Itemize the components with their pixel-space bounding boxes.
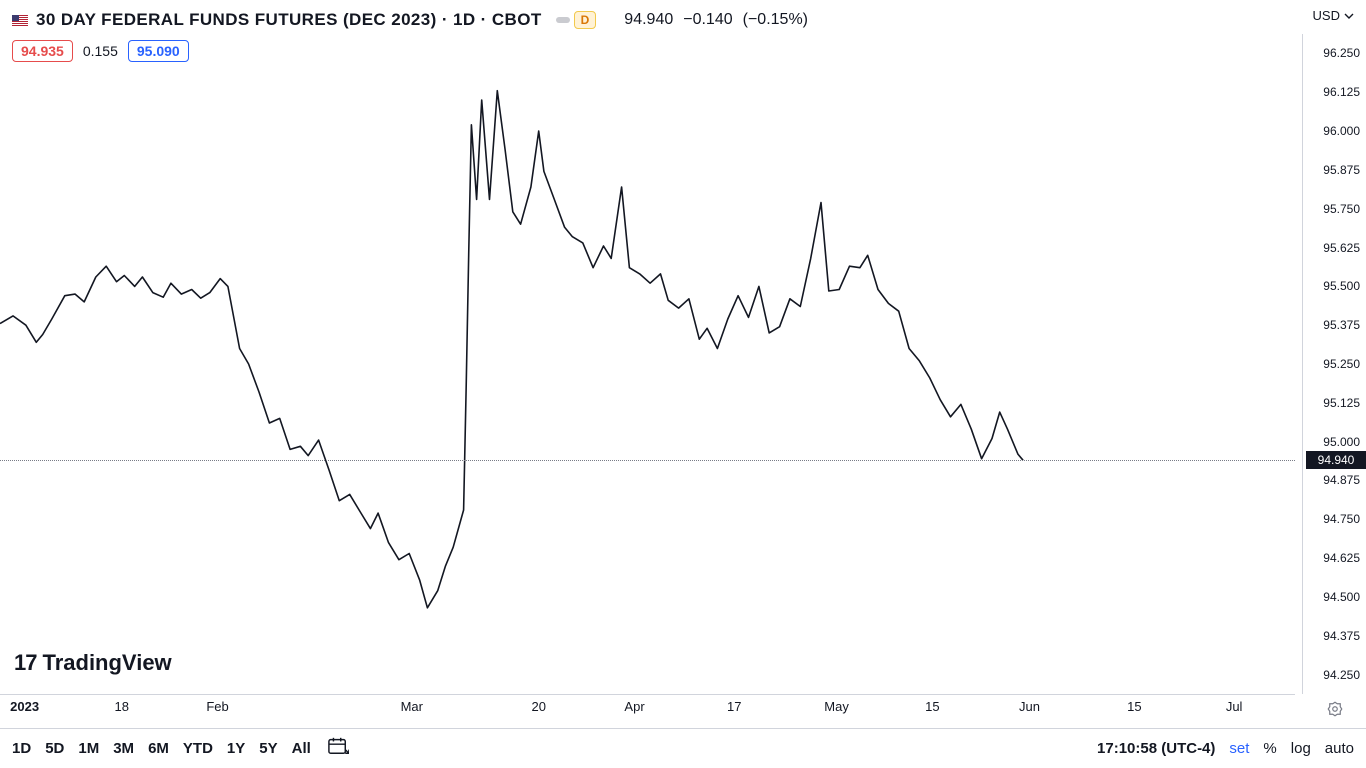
x-axis-tick: 15 — [925, 699, 939, 714]
range-selector: 1D 5D 1M 3M 6M YTD 1Y 5Y All — [12, 740, 311, 757]
log-scale-toggle[interactable]: log — [1291, 740, 1311, 757]
chart-header: 30 DAY FEDERAL FUNDS FUTURES (DEC 2023) … — [12, 10, 1306, 30]
chart-plot-area[interactable] — [0, 34, 1295, 694]
y-axis-tick: 95.750 — [1323, 202, 1360, 216]
interval-badge: D — [556, 11, 597, 29]
x-axis-tick: 18 — [114, 699, 128, 714]
range-button-all[interactable]: All — [292, 740, 311, 757]
y-axis-tick: 96.000 — [1323, 124, 1360, 138]
y-axis-tick: 95.500 — [1323, 279, 1360, 293]
y-axis-tick: 94.875 — [1323, 473, 1360, 487]
clock-display: 17:10:58 (UTC-4) — [1097, 740, 1215, 757]
current-price-line — [0, 460, 1295, 461]
x-axis-tick: Jun — [1019, 699, 1040, 714]
current-price-tag: 94.940 — [1306, 451, 1366, 469]
y-axis-tick: 94.500 — [1323, 590, 1360, 604]
range-button-6m[interactable]: 6M — [148, 740, 169, 757]
x-axis-tick: 20 — [531, 699, 545, 714]
tv-logo-icon: 17 — [14, 650, 36, 676]
y-axis-tick: 95.125 — [1323, 396, 1360, 410]
x-axis-tick: Feb — [206, 699, 228, 714]
tradingview-watermark: 17 TradingView — [14, 650, 172, 676]
bottom-right-controls: 17:10:58 (UTC-4) set % log auto — [1097, 740, 1354, 757]
range-button-1y[interactable]: 1Y — [227, 740, 245, 757]
symbol-title[interactable]: 30 DAY FEDERAL FUNDS FUTURES (DEC 2023) … — [36, 10, 542, 30]
y-axis-tick: 95.875 — [1323, 163, 1360, 177]
x-axis-tick: 15 — [1127, 699, 1141, 714]
range-button-5d[interactable]: 5D — [45, 740, 64, 757]
range-button-1m[interactable]: 1M — [78, 740, 99, 757]
y-axis-tick: 94.250 — [1323, 668, 1360, 682]
range-button-1d[interactable]: 1D — [12, 740, 31, 757]
watermark-text: TradingView — [42, 650, 171, 676]
y-axis-tick: 95.000 — [1323, 435, 1360, 449]
time-axis[interactable]: 2023 18 Feb Mar 20 Apr 17 May 15 Jun 15 Jul — [0, 694, 1295, 718]
x-axis-tick: 17 — [727, 699, 741, 714]
chart-settings-icon[interactable] — [1326, 700, 1344, 723]
x-axis-tick: Jul — [1226, 699, 1243, 714]
range-button-3m[interactable]: 3M — [113, 740, 134, 757]
y-axis-tick: 95.250 — [1323, 357, 1360, 371]
percent-toggle[interactable]: % — [1263, 740, 1276, 757]
quote-block: 94.940 −0.140 (−0.15%) — [624, 11, 808, 29]
y-axis-tick: 94.375 — [1323, 629, 1360, 643]
price-axis[interactable]: 96.250 96.125 96.000 95.875 95.750 95.625 95.5… — [1302, 34, 1366, 694]
trading-chart-root: 30 DAY FEDERAL FUNDS FUTURES (DEC 2023) … — [0, 0, 1366, 768]
auto-scale-toggle[interactable]: auto — [1325, 740, 1354, 757]
y-axis-tick: 95.375 — [1323, 318, 1360, 332]
timezone-set-button[interactable]: set — [1229, 740, 1249, 757]
bottom-toolbar: 1D 5D 1M 3M 6M YTD 1Y 5Y All 17:10:58 (UTC-4) se… — [0, 728, 1366, 768]
last-price: 94.940 — [624, 11, 673, 29]
x-axis-tick: 2023 — [10, 699, 39, 714]
us-flag-icon — [12, 14, 28, 26]
y-axis-tick: 96.250 — [1323, 46, 1360, 60]
y-axis-tick: 95.625 — [1323, 241, 1360, 255]
y-axis-tick: 96.125 — [1323, 85, 1360, 99]
y-axis-tick: 94.750 — [1323, 512, 1360, 526]
status-pill-icon — [556, 17, 570, 23]
price-change-pct: (−0.15%) — [743, 11, 808, 29]
range-button-ytd[interactable]: YTD — [183, 740, 213, 757]
currency-label: USD — [1313, 8, 1340, 23]
x-axis-tick: May — [824, 699, 849, 714]
x-axis-tick: Apr — [624, 699, 644, 714]
d-badge: D — [574, 11, 597, 29]
chevron-down-icon — [1344, 11, 1354, 21]
currency-selector[interactable]: USD — [1313, 8, 1354, 23]
y-axis-tick: 94.625 — [1323, 551, 1360, 565]
x-axis-tick: Mar — [401, 699, 423, 714]
range-button-5y[interactable]: 5Y — [259, 740, 277, 757]
goto-date-icon[interactable] — [327, 736, 349, 761]
price-line-chart — [0, 34, 1295, 694]
price-change: −0.140 — [683, 11, 732, 29]
